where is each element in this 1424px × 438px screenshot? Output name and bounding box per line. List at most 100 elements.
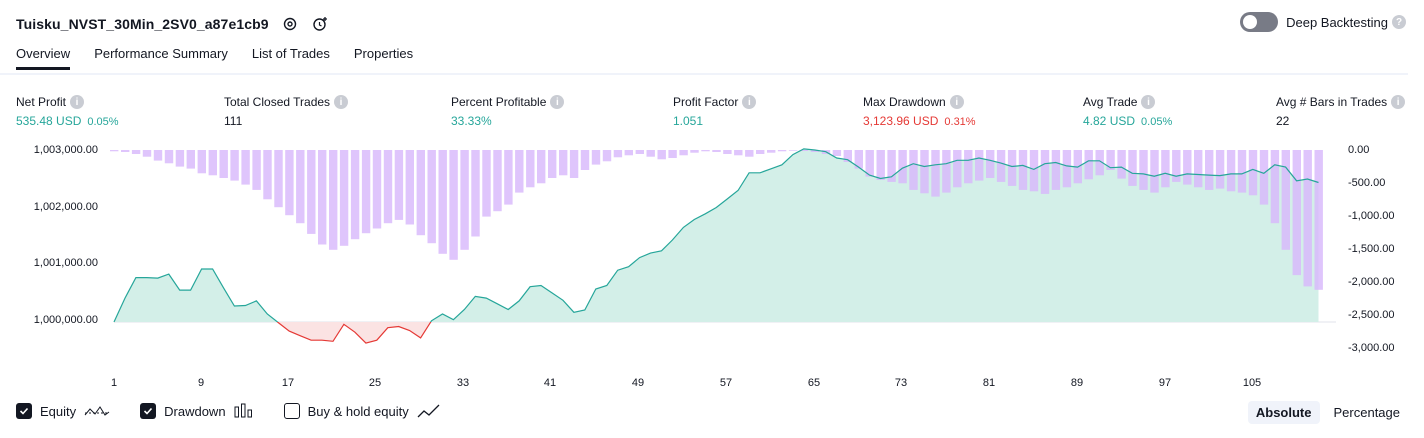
drawdown-bar (559, 150, 568, 176)
drawdown-bar (646, 150, 655, 157)
right-axis-tick: -1,500.00 (1348, 243, 1395, 255)
drawdown-bar (1106, 150, 1115, 170)
buy-hold-line-icon (417, 404, 440, 418)
drawdown-bar (865, 150, 874, 177)
checkbox-checked-icon[interactable] (140, 403, 157, 419)
drawdown-bar (1281, 150, 1290, 250)
add-alert-icon[interactable] (311, 15, 329, 33)
drawdown-bar (657, 150, 666, 160)
drawdown-bar (964, 150, 973, 184)
x-axis-tick: 17 (281, 377, 295, 389)
drawdown-bar (602, 150, 612, 162)
drawdown-bar (613, 150, 623, 158)
info-icon[interactable]: i (1141, 95, 1156, 109)
drawdown-bar (350, 150, 360, 240)
drawdown-bar (723, 150, 732, 154)
drawdown-bar (986, 150, 995, 178)
metric-sub: 0.31% (944, 116, 976, 128)
drawdown-bar (263, 150, 272, 200)
drawdown-bar (1095, 150, 1104, 176)
drawdown-bar (449, 150, 458, 260)
absolute-button[interactable]: Absolute (1247, 401, 1320, 424)
info-icon[interactable]: i (1391, 95, 1406, 109)
metric-avg-trade: Avg Trade i 4.82 USD 0.05% (1083, 94, 1172, 128)
drawdown-bar (887, 150, 896, 182)
info-icon[interactable]: i (742, 95, 757, 109)
drawdown-bar (131, 150, 141, 154)
x-axis-tick: 49 (631, 377, 645, 389)
drawdown-bar (975, 150, 984, 181)
drawdown-bar (339, 150, 349, 246)
x-axis-tick: 33 (456, 377, 470, 389)
drawdown-bar (624, 150, 633, 156)
drawdown-bar (383, 150, 393, 224)
info-icon[interactable]: i (949, 95, 964, 109)
settings-icon[interactable] (281, 15, 299, 33)
report-tabs: Overview Performance Summary List of Tra… (16, 46, 437, 70)
drawdown-bar (252, 150, 261, 190)
metric-label: Max Drawdown (863, 95, 946, 109)
tab-performance-summary[interactable]: Performance Summary (94, 46, 228, 61)
tab-overview[interactable]: Overview (16, 46, 71, 70)
drawdown-bar (1215, 150, 1225, 189)
metric-value: 33.33% (451, 114, 492, 128)
drawdown-bar (493, 150, 502, 212)
drawdown-bar (876, 150, 885, 180)
x-axis-tick: 9 (197, 377, 205, 389)
legend-equity[interactable]: Equity (16, 403, 110, 419)
legend-label: Drawdown (164, 403, 226, 419)
drawdown-bar (712, 150, 721, 152)
drawdown-bar (767, 150, 776, 153)
info-icon[interactable]: i (334, 95, 349, 109)
drawdown-bar (515, 150, 524, 193)
help-icon[interactable]: ? (1392, 15, 1406, 29)
drawdown-bar (405, 150, 414, 225)
drawdown-bar (208, 150, 217, 176)
checkbox-checked-icon[interactable] (16, 403, 32, 419)
drawdown-bar (1139, 150, 1148, 190)
drawdown-bar (635, 150, 644, 154)
drawdown-bar (142, 150, 152, 157)
drawdown-bar (361, 150, 371, 234)
tab-list-of-trades[interactable]: List of Trades (251, 46, 330, 61)
drawdown-bar (832, 150, 842, 156)
info-icon[interactable]: i (550, 95, 565, 109)
metric-label: Percent Profitable (451, 95, 547, 109)
checkbox-unchecked-icon[interactable] (283, 403, 300, 419)
drawdown-bar (372, 150, 382, 229)
drawdown-bar (318, 150, 327, 245)
x-axis-tick: 89 (1070, 377, 1084, 389)
drawdown-bar (110, 150, 119, 152)
metric-avg-bars: Avg # Bars in Trades i 22 (1276, 94, 1406, 128)
tab-properties[interactable]: Properties (353, 46, 414, 61)
legend-buy-hold[interactable]: Buy & hold equity (283, 403, 441, 419)
right-axis-tick: -3,000.00 (1348, 342, 1395, 354)
drawdown-bar (329, 150, 338, 250)
right-axis-tick: -500.00 (1348, 177, 1386, 189)
deep-backtesting-control: Deep Backtesting ? (1240, 12, 1406, 32)
drawdown-bar (121, 150, 130, 152)
x-axis-tick: 105 (1242, 377, 1262, 389)
drawdown-bar (1237, 150, 1247, 193)
left-axis-tick: 1,002,000.00 (33, 201, 98, 213)
legend-drawdown[interactable]: Drawdown (140, 403, 253, 419)
x-axis-tick: 25 (368, 377, 382, 389)
legend-label: Equity (40, 403, 77, 419)
drawdown-bar (854, 150, 863, 169)
drawdown-bar (1007, 150, 1017, 186)
metric-sub: 0.05% (1141, 116, 1173, 128)
drawdown-bar (1226, 150, 1236, 192)
metric-value: 4.82 USD (1083, 114, 1136, 128)
percentage-button[interactable]: Percentage (1333, 405, 1401, 420)
deep-backtesting-toggle[interactable] (1240, 12, 1279, 32)
drawdown-bar (920, 150, 929, 194)
left-axis-tick: 1,001,000.00 (33, 257, 98, 269)
drawdown-bar (777, 150, 787, 152)
drawdown-bar (460, 150, 469, 250)
strategy-title: Tuisku_NVST_30Min_2SV0_a87e1cb9 (16, 16, 269, 32)
drawdown-bar (1150, 150, 1159, 193)
info-icon[interactable]: i (70, 95, 85, 109)
drawdown-bar (1084, 150, 1093, 180)
metric-max-drawdown: Max Drawdown i 3,123.96 USD 0.31% (863, 94, 976, 128)
drawdown-bar (734, 150, 743, 156)
